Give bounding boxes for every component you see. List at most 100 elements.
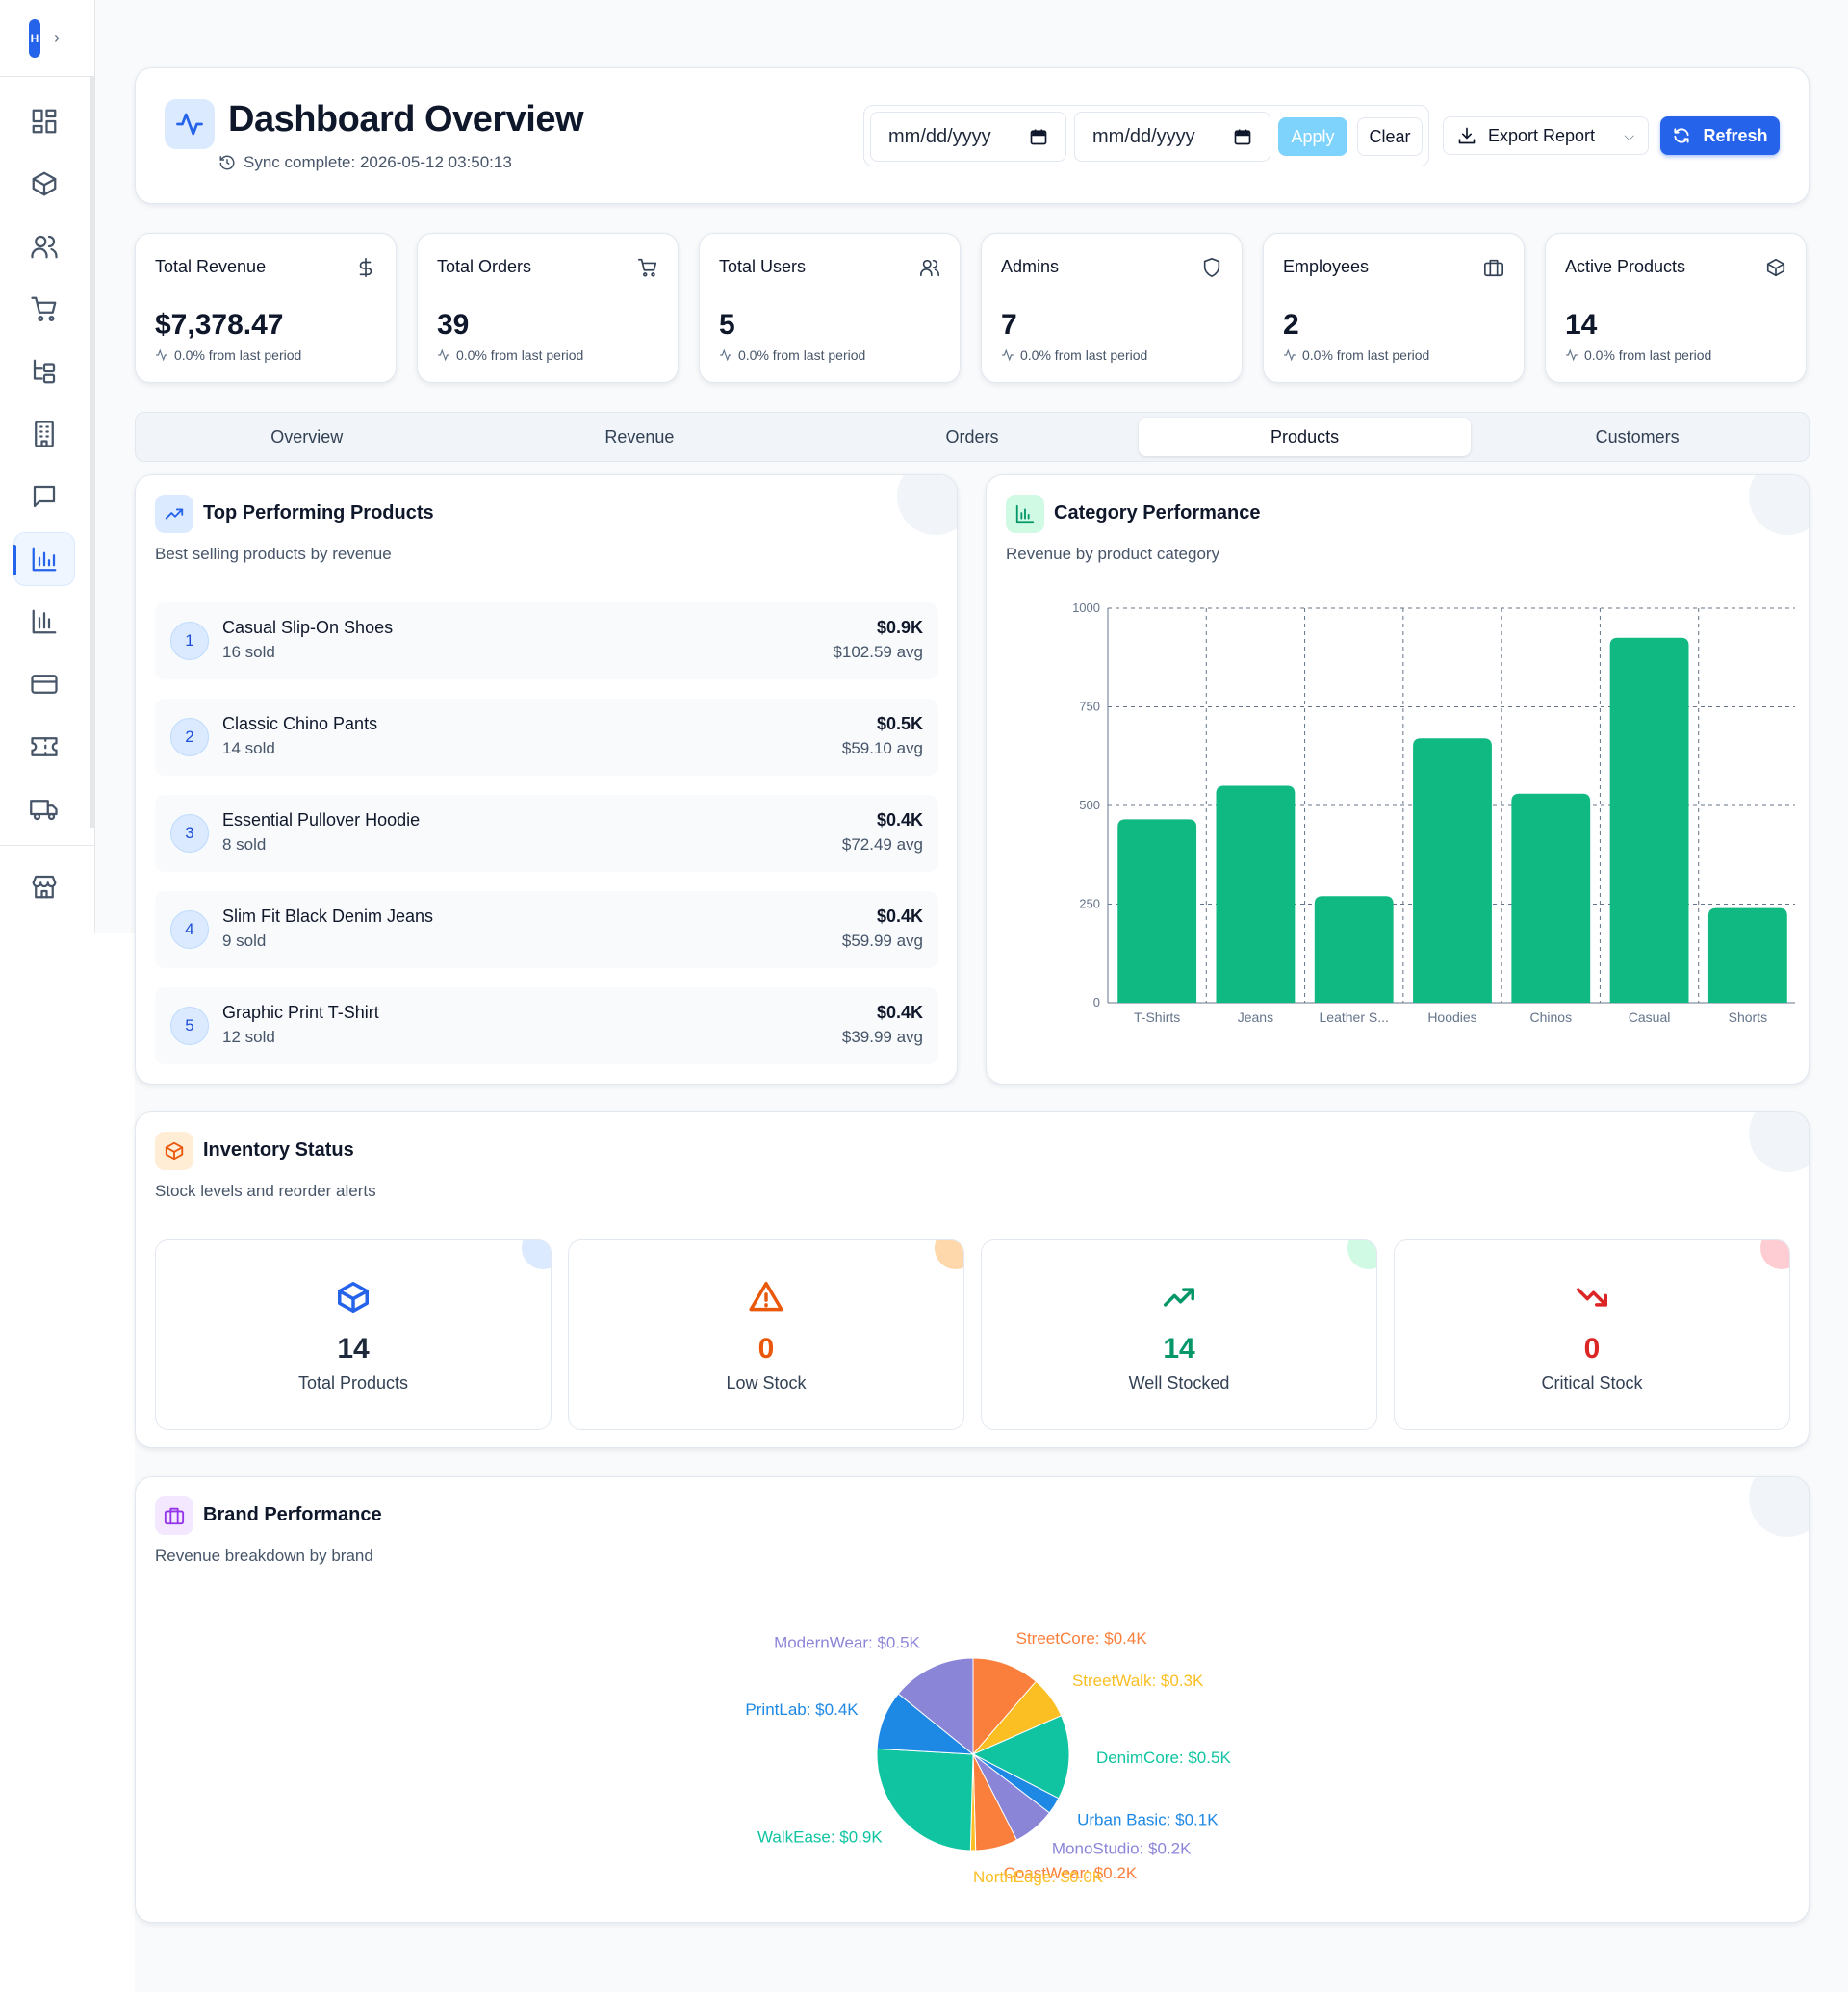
stat-change: 0.0% from last period bbox=[437, 347, 583, 363]
decorative-dot bbox=[1760, 1240, 1789, 1269]
calendar-icon[interactable] bbox=[1029, 127, 1048, 146]
store-icon bbox=[32, 875, 57, 899]
sidebar-item-dashboard[interactable] bbox=[13, 94, 75, 148]
bar[interactable] bbox=[1413, 738, 1492, 1003]
sidebar-expand-icon[interactable]: › bbox=[54, 28, 60, 47]
sidebar-item-orders[interactable] bbox=[13, 282, 75, 336]
pie-label: PrintLab: $0.4K bbox=[745, 1700, 859, 1719]
sidebar-item-categories[interactable] bbox=[13, 345, 75, 398]
bar[interactable] bbox=[1511, 793, 1591, 1003]
stat-label: Total Orders bbox=[437, 257, 532, 276]
sidebar-item-payments[interactable] bbox=[13, 657, 75, 711]
panel-title: Top Performing Products bbox=[203, 502, 434, 524]
panel-subtitle: Best selling products by revenue bbox=[155, 545, 392, 563]
stat-value: 7 bbox=[1001, 309, 1017, 341]
page-title: Dashboard Overview bbox=[228, 99, 584, 140]
refresh-button[interactable]: Refresh bbox=[1660, 116, 1780, 155]
x-tick-label: Hoodies bbox=[1427, 1009, 1476, 1022]
tab-products[interactable]: Products bbox=[1138, 418, 1472, 456]
stat-card-total-orders: Total Orders 39 0.0% from last period bbox=[417, 233, 679, 383]
sidebar-item-stores[interactable] bbox=[13, 407, 75, 461]
decorative-circle bbox=[1749, 1112, 1809, 1172]
stat-value: 2 bbox=[1283, 309, 1299, 341]
product-revenue: $0.9K bbox=[876, 618, 923, 637]
sidebar-item-coupons[interactable] bbox=[13, 720, 75, 774]
category-bar-chart: 0 250 500 750 1000 T-Shirts Jeans Leather S... H… bbox=[1072, 600, 1795, 1022]
list-item[interactable]: 3 Essential Pullover Hoodie 8 sold $0.4K… bbox=[155, 795, 938, 872]
tab-orders[interactable]: Orders bbox=[945, 426, 999, 447]
y-tick-label: 1000 bbox=[1072, 600, 1100, 615]
sidebar-item-shipping[interactable] bbox=[13, 782, 75, 836]
dashboard-tabs: Overview Revenue Orders Products Custome… bbox=[135, 412, 1810, 462]
package-icon bbox=[1765, 257, 1786, 278]
rank-badge: 2 bbox=[170, 718, 209, 756]
bar[interactable] bbox=[1707, 907, 1787, 1003]
chevron-down-icon: ⌵ bbox=[1624, 127, 1634, 143]
stat-change: 0.0% from last period bbox=[719, 347, 865, 363]
bar[interactable] bbox=[1117, 819, 1197, 1003]
sidebar-item-messages[interactable] bbox=[13, 470, 75, 524]
hierarchy-icon bbox=[33, 359, 56, 384]
cart-icon bbox=[31, 296, 57, 321]
sidebar-item-users[interactable] bbox=[13, 219, 75, 273]
pie-slice[interactable] bbox=[972, 1657, 1038, 1756]
pie-slice[interactable] bbox=[876, 1748, 974, 1852]
panel-subtitle: Stock levels and reorder alerts bbox=[155, 1182, 376, 1200]
stat-card-admins: Admins 7 0.0% from last period bbox=[981, 233, 1243, 383]
x-tick-label: T-Shirts bbox=[1134, 1009, 1180, 1022]
rank-badge: 5 bbox=[170, 1007, 209, 1045]
app-logo[interactable]: H bbox=[29, 18, 40, 58]
sidebar-item-storefront[interactable] bbox=[13, 859, 75, 913]
pie-slice[interactable] bbox=[897, 1657, 974, 1756]
bar[interactable] bbox=[1609, 637, 1689, 1003]
trending-up-icon bbox=[982, 1279, 1376, 1315]
x-tick-label: Jeans bbox=[1238, 1009, 1273, 1022]
inventory-card-low-stock: 0 Low Stock bbox=[568, 1239, 964, 1430]
product-revenue: $0.4K bbox=[876, 1003, 923, 1022]
list-item[interactable]: 2 Classic Chino Pants 14 sold $0.5K $59.… bbox=[155, 699, 938, 776]
list-item[interactable]: 5 Graphic Print T-Shirt 12 sold $0.4K $3… bbox=[155, 987, 938, 1064]
list-item[interactable]: 1 Casual Slip-On Shoes 16 sold $0.9K $10… bbox=[155, 602, 938, 679]
stat-card-employees: Employees 2 0.0% from last period bbox=[1263, 233, 1525, 383]
calendar-icon[interactable] bbox=[1233, 127, 1252, 146]
stat-label: Admins bbox=[1001, 257, 1060, 276]
sidebar-scrollbar[interactable] bbox=[90, 77, 94, 828]
warning-icon bbox=[569, 1279, 963, 1315]
panel-subtitle: Revenue by product category bbox=[1006, 545, 1220, 563]
tab-customers[interactable]: Customers bbox=[1595, 426, 1680, 447]
product-revenue: $0.4K bbox=[876, 810, 923, 830]
product-sold: 16 sold bbox=[222, 643, 275, 661]
list-item[interactable]: 4 Slim Fit Black Denim Jeans 9 sold $0.4… bbox=[155, 891, 938, 968]
inventory-label: Low Stock bbox=[726, 1373, 807, 1392]
clear-button[interactable]: Clear bbox=[1357, 117, 1423, 156]
stat-change-text: 0.0% from last period bbox=[1302, 347, 1430, 363]
y-tick-label: 500 bbox=[1079, 798, 1100, 812]
stat-card-active-products: Active Products 14 0.0% from last period bbox=[1545, 233, 1807, 383]
bar[interactable] bbox=[1216, 785, 1296, 1004]
sidebar-item-analytics[interactable] bbox=[13, 532, 75, 586]
brand-performance-panel: Brand Performance Revenue breakdown by b… bbox=[135, 1476, 1810, 1923]
inventory-card-well-stocked: 14 Well Stocked bbox=[981, 1239, 1377, 1430]
product-name: Casual Slip-On Shoes bbox=[222, 618, 394, 637]
pie-slice[interactable] bbox=[971, 1715, 1070, 1800]
sidebar-item-products[interactable] bbox=[13, 157, 75, 211]
download-icon bbox=[1458, 127, 1476, 144]
start-date-input[interactable]: mm/dd/yyyy bbox=[870, 112, 1066, 162]
date-range-filter: mm/dd/yyyy mm/dd/yyyy Apply Clear bbox=[863, 105, 1429, 166]
stat-change: 0.0% from last period bbox=[1001, 347, 1147, 363]
product-name: Graphic Print T-Shirt bbox=[222, 1003, 379, 1022]
tab-revenue[interactable]: Revenue bbox=[604, 426, 675, 447]
end-date-input[interactable]: mm/dd/yyyy bbox=[1074, 112, 1270, 162]
pie-label: StreetWalk: $0.3K bbox=[1072, 1672, 1204, 1690]
tab-overview[interactable]: Overview bbox=[270, 426, 344, 447]
export-report-button[interactable]: Export Report ⌵ bbox=[1443, 116, 1649, 155]
dashboard-grid-icon bbox=[32, 109, 57, 134]
stat-value: 14 bbox=[1565, 309, 1598, 341]
panel-title: Brand Performance bbox=[203, 1504, 382, 1525]
bar[interactable] bbox=[1314, 896, 1394, 1003]
sidebar-item-reports[interactable] bbox=[13, 595, 75, 649]
product-revenue: $0.5K bbox=[876, 714, 923, 733]
brand-pie-chart: StreetCore: $0.4K StreetWalk: $0.3K DenimC… bbox=[745, 1629, 1231, 1886]
inventory-value: 14 bbox=[1163, 1333, 1195, 1365]
apply-button[interactable]: Apply bbox=[1278, 117, 1348, 156]
